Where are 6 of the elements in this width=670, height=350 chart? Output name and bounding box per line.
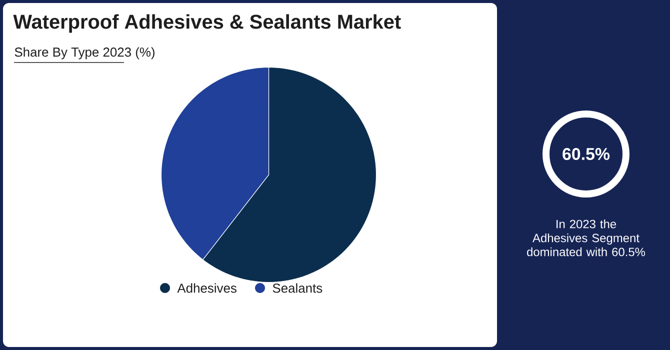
chart-title: Waterproof Adhesives & Sealants Market	[13, 14, 401, 33]
chart-subtitle: Share By Type 2023 (%)	[14, 47, 154, 60]
legend-label: Sealants	[272, 283, 322, 293]
text: In 2023 the Adhesives Segment dominated with 60.5%	[527, 220, 646, 256]
legend-label: Adhesives	[177, 283, 236, 293]
text: 60.5%	[562, 148, 610, 160]
